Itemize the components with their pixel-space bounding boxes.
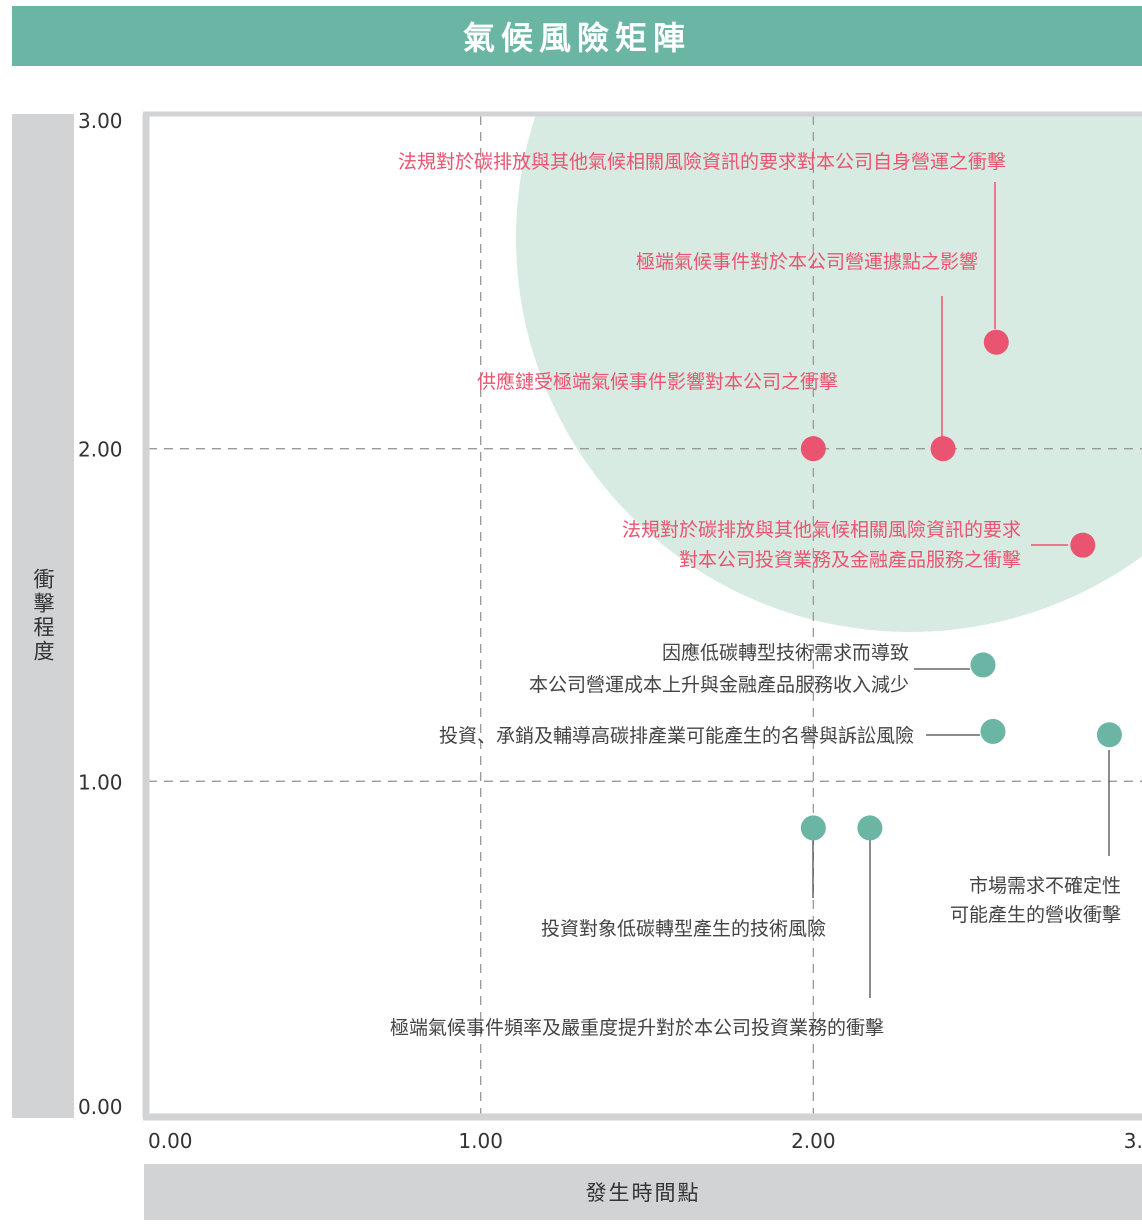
risk-point-red [983,329,1009,355]
risk-point-red [930,436,956,462]
point-label: 法規對於碳排放與其他氣候相關風險資訊的要求 [622,519,1021,541]
risk-point-red [800,436,826,462]
x-tick-label: 2.00 [791,1129,836,1153]
point-label: 對本公司投資業務及金融產品服務之衝擊 [679,549,1021,571]
point-label: 市場需求不確定性 [969,875,1121,897]
point-label: 投資對象低碳轉型產生的技術風險 [541,918,826,940]
chart-title: 氣候風險矩陣 [12,6,1142,66]
point-label: 極端氣候事件對於本公司營運據點之影響 [636,251,978,273]
y-tick-label: 2.00 [78,438,123,462]
risk-point-green [1096,722,1122,748]
point-label: 法規對於碳排放與其他氣候相關風險資訊的要求對本公司自身營運之衝擊 [398,151,1006,173]
risk-point-green [800,815,826,841]
point-label: 投資、承銷及輔導高碳排產業可能產生的名譽與訴訟風險 [439,725,914,747]
risk-point-green [980,718,1006,744]
point-label: 供應鏈受極端氣候事件影響對本公司之衝擊 [477,370,838,393]
y-axis-band: 衝擊程度 [12,114,74,1118]
x-tick-label: 1.00 [458,1129,503,1153]
y-tick-label: 3.00 [78,109,123,133]
point-label: 可能產生的營收衝擊 [950,904,1121,926]
risk-point-green [857,815,883,841]
risk-point-green [970,652,996,678]
y-tick-label: 0.00 [78,1095,123,1119]
point-label: 本公司營運成本上升與金融產品服務收入減少 [529,674,909,696]
highlight-region [516,116,1142,632]
x-tick-label: 0.00 [148,1129,193,1153]
risk-point-red [1070,532,1096,558]
x-tick-label: 3.00 [1124,1129,1142,1153]
y-axis-label: 衝擊程度 [31,568,55,664]
point-label: 因應低碳轉型技術需求而導致 [662,641,909,664]
x-axis-label: 發生時間點 [144,1164,1142,1220]
y-tick-label: 1.00 [78,770,123,794]
point-label: 極端氣候事件頻率及嚴重度提升對於本公司投資業務的衝擊 [390,1017,884,1039]
